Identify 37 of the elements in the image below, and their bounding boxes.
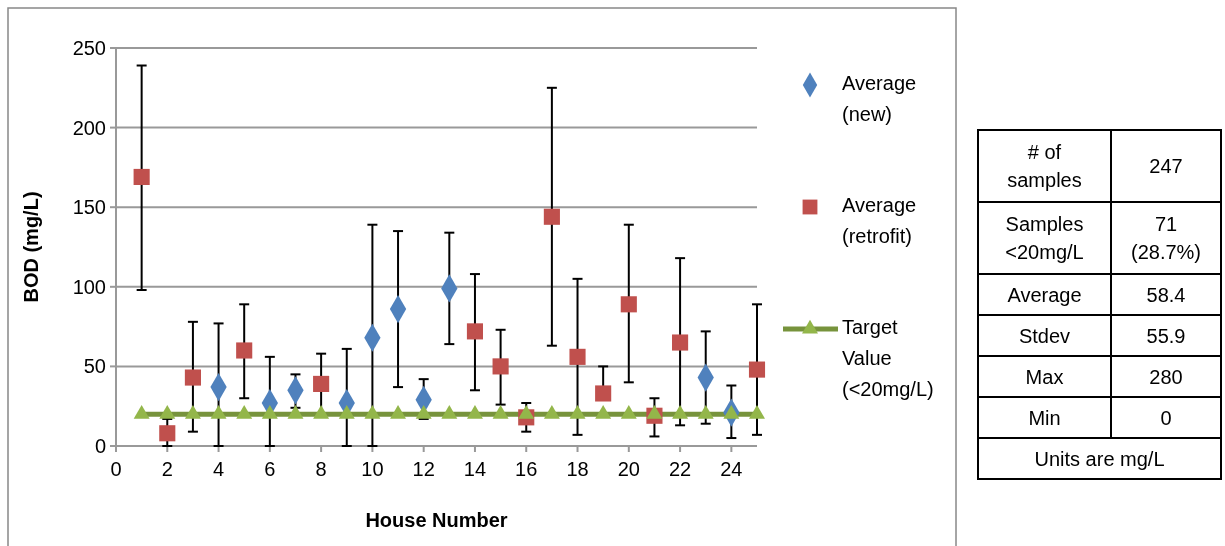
x-axis-title: House Number [365, 509, 508, 531]
legend-label: Average (retrofit) [842, 194, 917, 247]
y-tick-label: 50 [83, 355, 106, 378]
x-tick-label: 0 [110, 458, 122, 480]
x-tick-label: 4 [213, 458, 225, 480]
x-tick-label: 22 [668, 458, 692, 480]
text: Samples <20mg/L [1005, 213, 1084, 263]
text: 71 (28.7%) [1130, 213, 1202, 263]
text: Units are mg/L [1034, 447, 1165, 470]
text: 0 [1160, 406, 1172, 429]
y-tick-label: 0 [94, 435, 106, 457]
text: Min [1028, 406, 1061, 429]
x-tick-label: 8 [315, 458, 327, 480]
legend-label: Target Value (<20mg/L) [842, 316, 934, 400]
y-axis-title: BOD (mg/L) [20, 191, 42, 303]
x-tick-label: 14 [463, 458, 487, 480]
x-tick-label: 24 [720, 458, 743, 480]
text: 247 [1149, 155, 1183, 177]
x-tick-label: 2 [161, 458, 173, 480]
y-tick-label: 150 [72, 196, 106, 219]
y-tick-label: 100 [72, 275, 106, 298]
text: Stdev [1018, 324, 1071, 347]
x-tick-label: 10 [361, 458, 384, 480]
text: Max [1025, 365, 1064, 388]
x-tick-label: 18 [566, 458, 589, 480]
text: # of samples [1007, 141, 1082, 191]
x-tick-label: 16 [515, 458, 538, 480]
y-tick-label: 250 [72, 37, 106, 59]
x-tick-label: 12 [412, 458, 435, 480]
x-tick-label: 6 [264, 458, 276, 480]
legend-label: Average (new) [842, 72, 917, 125]
text: 58.4 [1146, 283, 1186, 306]
text: Average [1007, 283, 1082, 306]
x-tick-label: 20 [617, 458, 640, 480]
text: 55.9 [1146, 324, 1186, 347]
y-tick-label: 200 [72, 116, 106, 139]
text: 280 [1149, 365, 1183, 388]
